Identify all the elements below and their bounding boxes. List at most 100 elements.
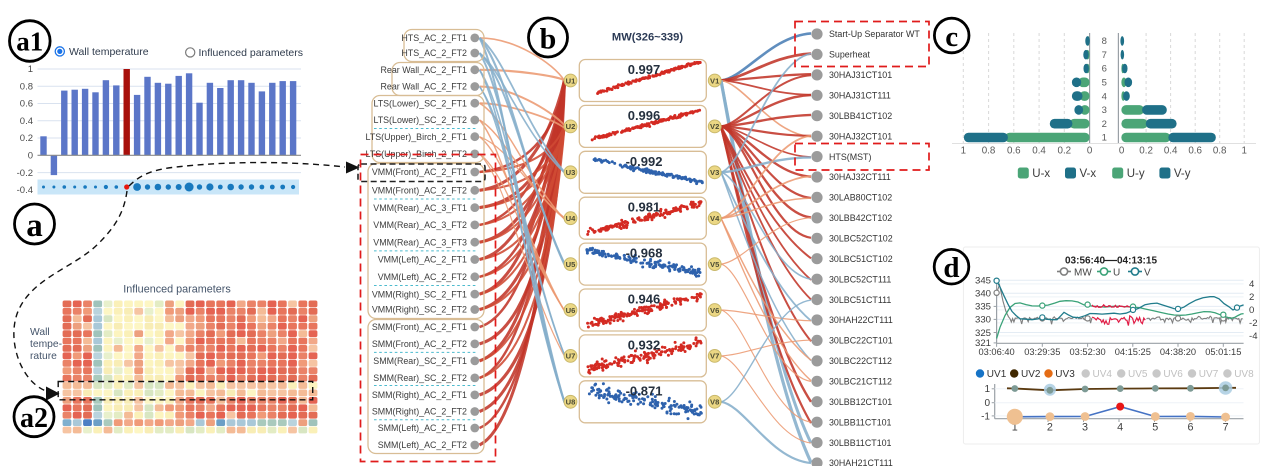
svg-text:0: 0 [1087,146,1093,157]
svg-text:VMM(Front)_AC_2_FT2: VMM(Front)_AC_2_FT2 [372,186,467,196]
svg-text:30HAH21CT111: 30HAH21CT111 [829,458,893,466]
svg-text:5: 5 [1102,78,1107,89]
svg-text:04:38:20: 04:38:20 [1160,347,1196,357]
svg-text:0.4: 0.4 [1164,146,1178,157]
svg-text:LTS(Lower)_SC_2_FT1: LTS(Lower)_SC_2_FT1 [373,98,467,108]
svg-text:-4: -4 [1249,331,1258,342]
svg-text:0.996: 0.996 [628,108,661,123]
svg-text:SMM(Right)_AC_2_FT1: SMM(Right)_AC_2_FT1 [372,390,467,400]
svg-text:Superheat: Superheat [829,50,870,60]
svg-text:c: c [945,21,958,53]
svg-text:30LBB11CT101: 30LBB11CT101 [829,438,892,448]
svg-text:30LBC52CT102: 30LBC52CT102 [829,234,893,244]
svg-text:30HAH22CT111: 30HAH22CT111 [829,315,893,325]
svg-text:0.997: 0.997 [628,62,661,77]
svg-text:30LBC52CT111: 30LBC52CT111 [829,274,891,284]
svg-text:V8: V8 [710,398,719,407]
svg-text:UV2: UV2 [1021,369,1041,380]
svg-text:VMM(Right)_SC_2_FT2: VMM(Right)_SC_2_FT2 [372,305,467,315]
svg-text:U7: U7 [566,352,576,361]
svg-text:0.981: 0.981 [628,200,661,215]
svg-text:-0.2: -0.2 [17,168,33,179]
svg-text:-0.992: -0.992 [626,154,663,169]
svg-text:6: 6 [1102,64,1107,75]
svg-text:a2: a2 [20,403,48,434]
svg-text:-0.871: -0.871 [626,383,663,398]
svg-text:321: 321 [975,338,991,349]
svg-text:1: 1 [961,146,966,157]
svg-text:30LBC21CT112: 30LBC21CT112 [829,377,892,387]
svg-text:UV8: UV8 [1234,369,1254,380]
svg-text:SMM(Front)_AC_2_FT2: SMM(Front)_AC_2_FT2 [372,339,467,349]
svg-text:30HAJ31CT101: 30HAJ31CT101 [829,70,892,80]
svg-text:4: 4 [1117,422,1123,434]
svg-text:30HAJ32CT101: 30HAJ32CT101 [829,131,892,141]
svg-text:30LAB80CT102: 30LAB80CT102 [829,193,892,203]
svg-text:340: 340 [975,289,991,300]
svg-text:1: 1 [1012,422,1018,434]
svg-text:UV7: UV7 [1199,369,1219,380]
svg-text:03:29:35: 03:29:35 [1024,347,1060,357]
svg-text:0.4: 0.4 [1032,146,1046,157]
svg-text:0.932: 0.932 [628,337,661,352]
svg-text:7: 7 [1102,50,1107,61]
svg-text:30LBB11CT101: 30LBB11CT101 [829,417,892,427]
svg-text:V6: V6 [710,306,719,315]
svg-text:30HAJ31CT111: 30HAJ31CT111 [829,90,891,100]
svg-text:0: 0 [28,151,33,162]
svg-text:U-x: U-x [1032,168,1050,180]
svg-text:V2: V2 [710,122,719,131]
svg-text:0.8: 0.8 [982,146,996,157]
svg-text:V: V [1144,268,1151,279]
svg-text:SMM(Rear)_SC_2_FT1: SMM(Rear)_SC_2_FT1 [373,356,467,366]
svg-text:-0.968: -0.968 [626,246,663,261]
svg-text:U-y: U-y [1127,168,1145,180]
svg-text:b: b [540,22,557,55]
svg-text:04:13:15: 04:13:15 [1117,256,1157,267]
svg-text:30LBC51CT102: 30LBC51CT102 [829,254,893,264]
svg-text:SMM(Right)_AC_2_FT2: SMM(Right)_AC_2_FT2 [372,407,467,417]
svg-text:Start-Up Separator WT: Start-Up Separator WT [829,29,920,39]
svg-text:V4: V4 [710,214,720,223]
svg-text:SMM(Left)_AC_2_FT2: SMM(Left)_AC_2_FT2 [378,440,467,450]
svg-text:UV5: UV5 [1128,369,1148,380]
svg-text:03:56:40: 03:56:40 [1065,256,1105,267]
svg-text:2: 2 [1102,119,1107,130]
svg-text:Rear Wall_AC_2_FT1: Rear Wall_AC_2_FT1 [381,65,468,75]
svg-text:30HAJ32CT111: 30HAJ32CT111 [829,172,891,182]
svg-text:Wall temperature: Wall temperature [69,46,149,58]
svg-text:a: a [26,208,43,244]
svg-text:0.6: 0.6 [1188,146,1202,157]
svg-text:SMM(Front)_AC_2_FT1: SMM(Front)_AC_2_FT1 [372,322,467,332]
svg-text:4: 4 [1102,91,1107,102]
svg-text:30LBC22CT101: 30LBC22CT101 [829,336,893,346]
svg-text:VMM(Right)_SC_2_FT1: VMM(Right)_SC_2_FT1 [372,289,467,299]
svg-text:3: 3 [1102,105,1107,116]
svg-text:335: 335 [975,302,991,313]
svg-text:U2: U2 [566,122,576,131]
svg-text:0.6: 0.6 [1007,146,1021,157]
svg-text:U8: U8 [566,398,576,407]
svg-text:0.8: 0.8 [20,81,33,92]
svg-text:Influenced parameters: Influenced parameters [123,284,231,296]
svg-text:Influenced parameters: Influenced parameters [199,47,303,59]
svg-text:VMM(Rear)_AC_3_FT1: VMM(Rear)_AC_3_FT1 [373,203,467,213]
svg-text:4: 4 [1249,279,1255,290]
svg-text:U5: U5 [566,260,576,269]
svg-text:30LBB12CT101: 30LBB12CT101 [829,397,892,407]
svg-text:0.2: 0.2 [1139,146,1153,157]
svg-text:-1: -1 [981,411,990,422]
svg-text:0: 0 [1249,305,1254,316]
svg-text:Wall: Wall [30,327,50,338]
svg-text:V7: V7 [710,352,719,361]
svg-text:345: 345 [975,276,991,287]
svg-text:05:01:15: 05:01:15 [1205,347,1241,357]
svg-text:UV3: UV3 [1055,369,1075,380]
svg-text:0: 0 [1119,146,1125,157]
svg-text:30LBB42CT102: 30LBB42CT102 [829,213,892,223]
svg-text:MW: MW [1074,268,1092,279]
svg-text:8: 8 [1102,36,1107,47]
svg-text:rature: rature [30,351,57,362]
svg-text:-0.4: -0.4 [17,185,33,196]
svg-text:03:06:40: 03:06:40 [978,347,1014,357]
